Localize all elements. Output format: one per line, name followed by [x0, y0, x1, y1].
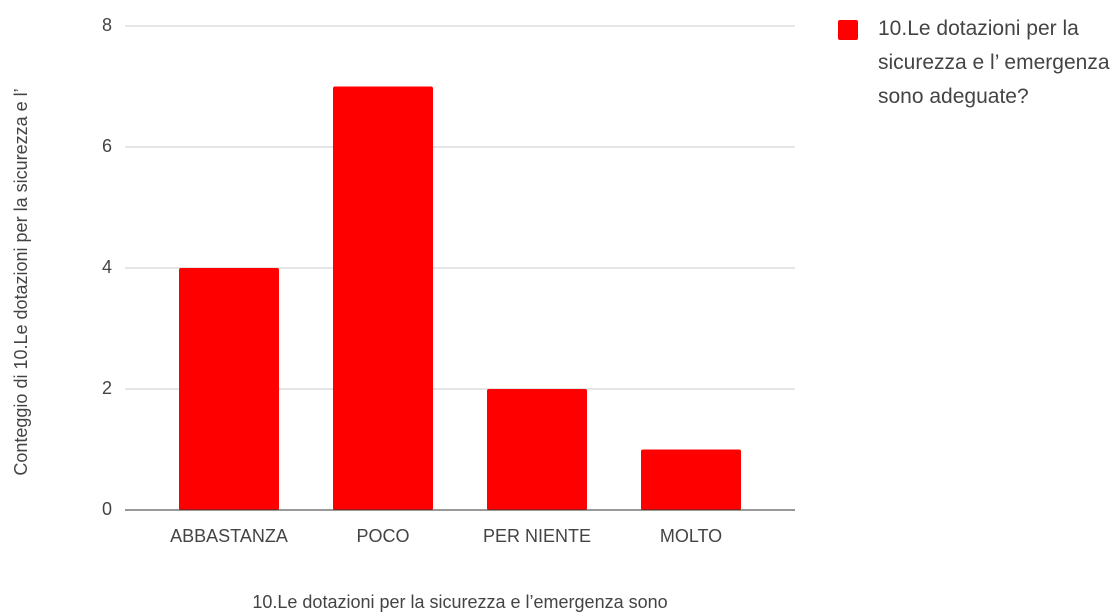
x-tick-label: PER NIENTE [483, 526, 591, 546]
bar [487, 389, 587, 510]
x-tick-label: POCO [356, 526, 409, 546]
x-axis-label: 10.Le dotazioni per la sicurezza e l’eme… [252, 592, 667, 612]
y-axis-label: Conteggio di 10.Le dotazioni per la sicu… [11, 88, 31, 475]
bar [179, 268, 279, 510]
bar [333, 86, 433, 510]
y-tick-label: 8 [102, 15, 112, 35]
x-tick-label: ABBASTANZA [170, 526, 288, 546]
legend-swatch [838, 20, 858, 40]
legend-label: 10.Le dotazioni per la sicurezza e l’ em… [878, 17, 1110, 108]
bar [641, 449, 741, 510]
x-tick-label: MOLTO [660, 526, 722, 546]
y-tick-label: 4 [102, 257, 112, 277]
legend: 10.Le dotazioni per la sicurezza e l’ em… [838, 12, 1119, 114]
y-tick-label: 2 [102, 378, 112, 398]
y-tick-label: 0 [102, 499, 112, 519]
y-tick-label: 6 [102, 136, 112, 156]
